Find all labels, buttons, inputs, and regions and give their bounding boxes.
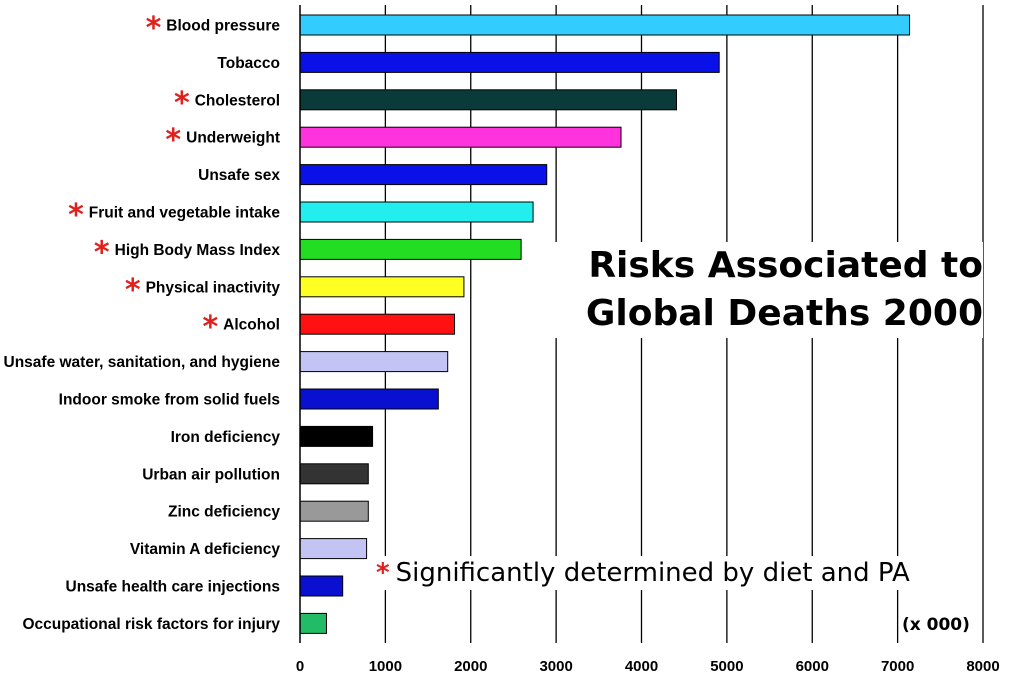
bar [299, 51, 720, 73]
significance-star: * [125, 273, 141, 308]
significance-star: * [146, 11, 162, 46]
bars [299, 14, 911, 634]
footnote: * Significantly determined by diet and PA [372, 556, 914, 590]
bar [299, 276, 465, 298]
bar [299, 425, 374, 447]
x-axis-unit-label: (x 000) [902, 615, 970, 635]
x-tick-label: 6000 [796, 658, 829, 675]
x-tick-label: 0 [296, 658, 304, 675]
category-label: Blood pressure [166, 18, 280, 35]
footnote-text: Significantly determined by diet and PA [395, 558, 910, 588]
bar [299, 612, 327, 634]
bar [299, 500, 369, 522]
category-label: Unsafe sex [198, 167, 280, 184]
bar [299, 351, 449, 373]
category-label: Alcohol [223, 317, 280, 334]
category-label: Physical inactivity [146, 279, 281, 296]
significance-star: * [165, 123, 181, 158]
x-tick-label: 1000 [369, 658, 402, 675]
category-label: High Body Mass Index [115, 242, 281, 259]
x-tick-label: 7000 [881, 658, 914, 675]
bar [299, 89, 678, 111]
significance-star: * [174, 86, 190, 121]
chart-title-line-1: Risks Associated to [588, 245, 983, 286]
bar [299, 463, 369, 485]
bar [299, 313, 456, 335]
category-label: Vitamin A deficiency [130, 541, 281, 558]
x-axis-tick-labels: 0 1000 2000 3000 4000 5000 6000 7000 8000 [296, 658, 1000, 675]
chart-title: Risks Associated to Global Deaths 2000 [543, 242, 983, 338]
category-label: Zinc deficiency [168, 504, 280, 521]
significance-markers: ******* [68, 11, 218, 345]
bar [299, 164, 548, 186]
category-label: Indoor smoke from solid fuels [59, 392, 280, 409]
bar [299, 238, 522, 260]
bar [299, 14, 911, 36]
bar [299, 388, 439, 410]
category-label: Fruit and vegetable intake [89, 205, 281, 222]
x-tick-label: 2000 [454, 658, 487, 675]
bar [299, 575, 344, 597]
significance-star: * [202, 310, 218, 345]
bar [299, 201, 534, 223]
x-tick-label: 4000 [625, 658, 658, 675]
category-label: Tobacco [217, 55, 280, 72]
category-label: Urban air pollution [142, 466, 280, 483]
bar [299, 126, 622, 148]
significance-star: * [94, 235, 110, 270]
bar [299, 538, 368, 560]
footnote-star-marker: * [376, 558, 390, 588]
category-label: Occupational risk factors for injury [22, 616, 280, 633]
category-label: Unsafe health care injections [66, 579, 281, 596]
category-label: Underweight [186, 130, 280, 147]
chart-title-line-2: Global Deaths 2000 [585, 293, 983, 334]
x-tick-label: 3000 [539, 658, 572, 675]
category-label: Iron deficiency [171, 429, 281, 446]
x-tick-label: 5000 [710, 658, 743, 675]
category-label: Unsafe water, sanitation, and hygiene [4, 354, 281, 371]
x-tick-label: 8000 [966, 658, 999, 675]
category-labels: Blood pressure Tobacco Cholesterol Underwei… [4, 18, 281, 633]
category-label: Cholesterol [195, 92, 280, 109]
significance-star: * [68, 198, 84, 233]
